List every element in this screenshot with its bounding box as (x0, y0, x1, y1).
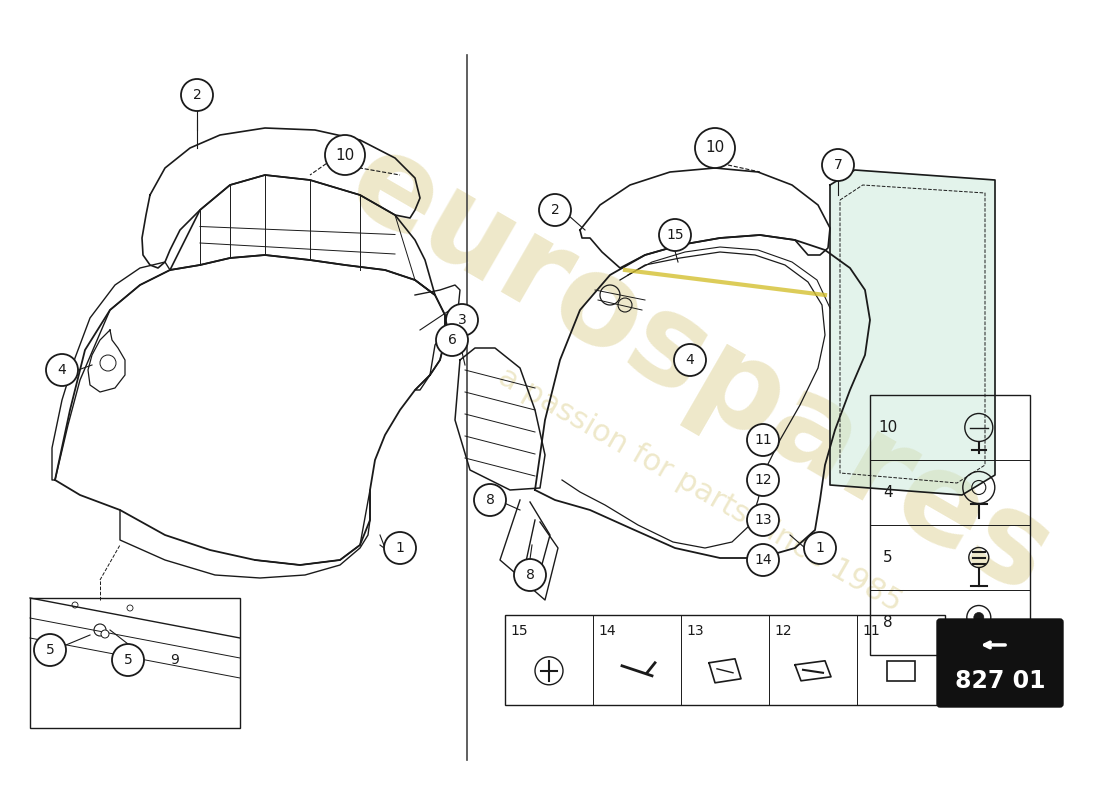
Text: 4: 4 (57, 363, 66, 377)
Text: 13: 13 (755, 513, 772, 527)
Bar (887, 661, 915, 681)
Text: 12: 12 (755, 473, 772, 487)
Text: 10: 10 (336, 147, 354, 162)
Circle shape (514, 559, 546, 591)
Bar (870, 395, 1030, 655)
Circle shape (747, 424, 779, 456)
Text: 2: 2 (551, 203, 560, 217)
Circle shape (384, 532, 416, 564)
Circle shape (46, 354, 78, 386)
Text: 5: 5 (123, 653, 132, 667)
Circle shape (747, 464, 779, 496)
Circle shape (695, 128, 735, 168)
Circle shape (34, 634, 66, 666)
Circle shape (474, 484, 506, 516)
Text: 11: 11 (862, 624, 880, 638)
Circle shape (822, 149, 854, 181)
Text: 3: 3 (458, 313, 466, 327)
Text: 15: 15 (667, 228, 684, 242)
Text: a passion for parts since 1985: a passion for parts since 1985 (493, 362, 906, 618)
Text: 15: 15 (510, 624, 528, 638)
Circle shape (747, 544, 779, 576)
Circle shape (324, 135, 365, 175)
FancyBboxPatch shape (937, 619, 1063, 707)
Text: 14: 14 (755, 553, 772, 567)
Circle shape (446, 304, 478, 336)
Text: eurospares: eurospares (328, 120, 1072, 620)
Circle shape (101, 630, 109, 638)
Circle shape (674, 344, 706, 376)
Text: 6: 6 (448, 333, 456, 347)
Circle shape (804, 532, 836, 564)
Text: 9: 9 (170, 653, 179, 667)
Polygon shape (830, 170, 996, 495)
Bar (30, 598, 240, 728)
Circle shape (436, 324, 468, 356)
Text: 8: 8 (526, 568, 535, 582)
Text: 13: 13 (686, 624, 704, 638)
Text: 11: 11 (755, 433, 772, 447)
Text: 8: 8 (883, 615, 893, 630)
Circle shape (974, 613, 983, 622)
Text: 5: 5 (45, 643, 54, 657)
Circle shape (659, 219, 691, 251)
Text: 10: 10 (879, 420, 898, 435)
Circle shape (182, 79, 213, 111)
Circle shape (112, 644, 144, 676)
Text: 2: 2 (192, 88, 201, 102)
Text: 8: 8 (485, 493, 494, 507)
Bar (505, 615, 945, 705)
Text: 12: 12 (774, 624, 792, 638)
Text: 10: 10 (705, 141, 725, 155)
Circle shape (539, 194, 571, 226)
Text: 827 01: 827 01 (955, 669, 1045, 693)
Text: 7: 7 (834, 158, 843, 172)
Circle shape (747, 504, 779, 536)
Text: 1: 1 (815, 541, 824, 555)
Text: 4: 4 (685, 353, 694, 367)
Text: 4: 4 (883, 485, 893, 500)
Text: 5: 5 (883, 550, 893, 565)
Text: 14: 14 (598, 624, 616, 638)
Text: 1: 1 (396, 541, 405, 555)
